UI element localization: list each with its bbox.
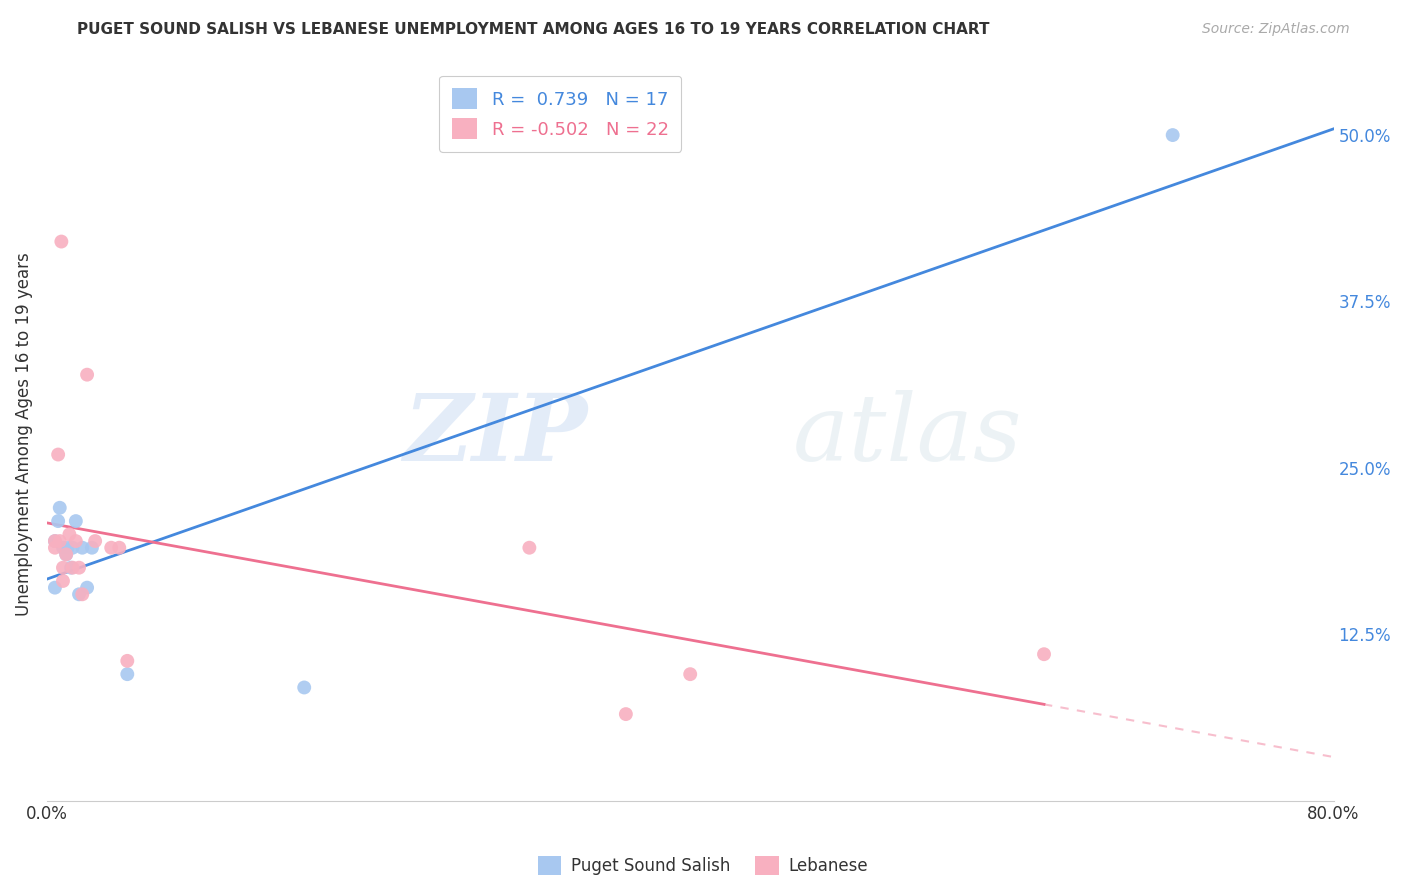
Point <box>60 560 83 574</box>
Point <box>65 514 87 528</box>
Point <box>679 667 702 681</box>
Point <box>80 541 103 555</box>
Point <box>76 581 98 595</box>
Point <box>84 534 107 549</box>
Point <box>44 534 66 549</box>
Point <box>117 654 139 668</box>
Point <box>49 534 72 549</box>
Legend: Puget Sound Salish, Lebanese: Puget Sound Salish, Lebanese <box>529 847 877 884</box>
Text: atlas: atlas <box>793 390 1022 480</box>
Point <box>108 541 131 555</box>
Point <box>72 541 94 555</box>
Point <box>44 534 66 549</box>
Point <box>100 541 122 555</box>
Point <box>65 534 87 549</box>
Point <box>52 541 75 555</box>
Point <box>67 560 90 574</box>
Y-axis label: Unemployment Among Ages 16 to 19 years: Unemployment Among Ages 16 to 19 years <box>15 252 32 616</box>
Point <box>49 500 72 515</box>
Point <box>117 667 139 681</box>
Point <box>44 541 66 555</box>
Point <box>51 235 73 249</box>
Point <box>1161 128 1184 142</box>
Point <box>56 541 79 555</box>
Point <box>72 587 94 601</box>
Point <box>292 681 315 695</box>
Point <box>67 587 90 601</box>
Text: ZIP: ZIP <box>404 390 588 480</box>
Point <box>62 541 84 555</box>
Point <box>55 547 77 561</box>
Point <box>519 541 541 555</box>
Text: PUGET SOUND SALISH VS LEBANESE UNEMPLOYMENT AMONG AGES 16 TO 19 YEARS CORRELATIO: PUGET SOUND SALISH VS LEBANESE UNEMPLOYM… <box>77 22 990 37</box>
Point <box>46 514 69 528</box>
Point <box>62 560 84 574</box>
Point <box>52 574 75 588</box>
Point <box>52 560 75 574</box>
Point <box>76 368 98 382</box>
Point <box>58 527 80 541</box>
Point <box>44 581 66 595</box>
Point <box>55 547 77 561</box>
Point <box>614 707 637 722</box>
Text: Source: ZipAtlas.com: Source: ZipAtlas.com <box>1202 22 1350 37</box>
Point <box>46 448 69 462</box>
Legend: R =  0.739   N = 17, R = -0.502   N = 22: R = 0.739 N = 17, R = -0.502 N = 22 <box>439 76 682 152</box>
Point <box>1033 647 1056 661</box>
